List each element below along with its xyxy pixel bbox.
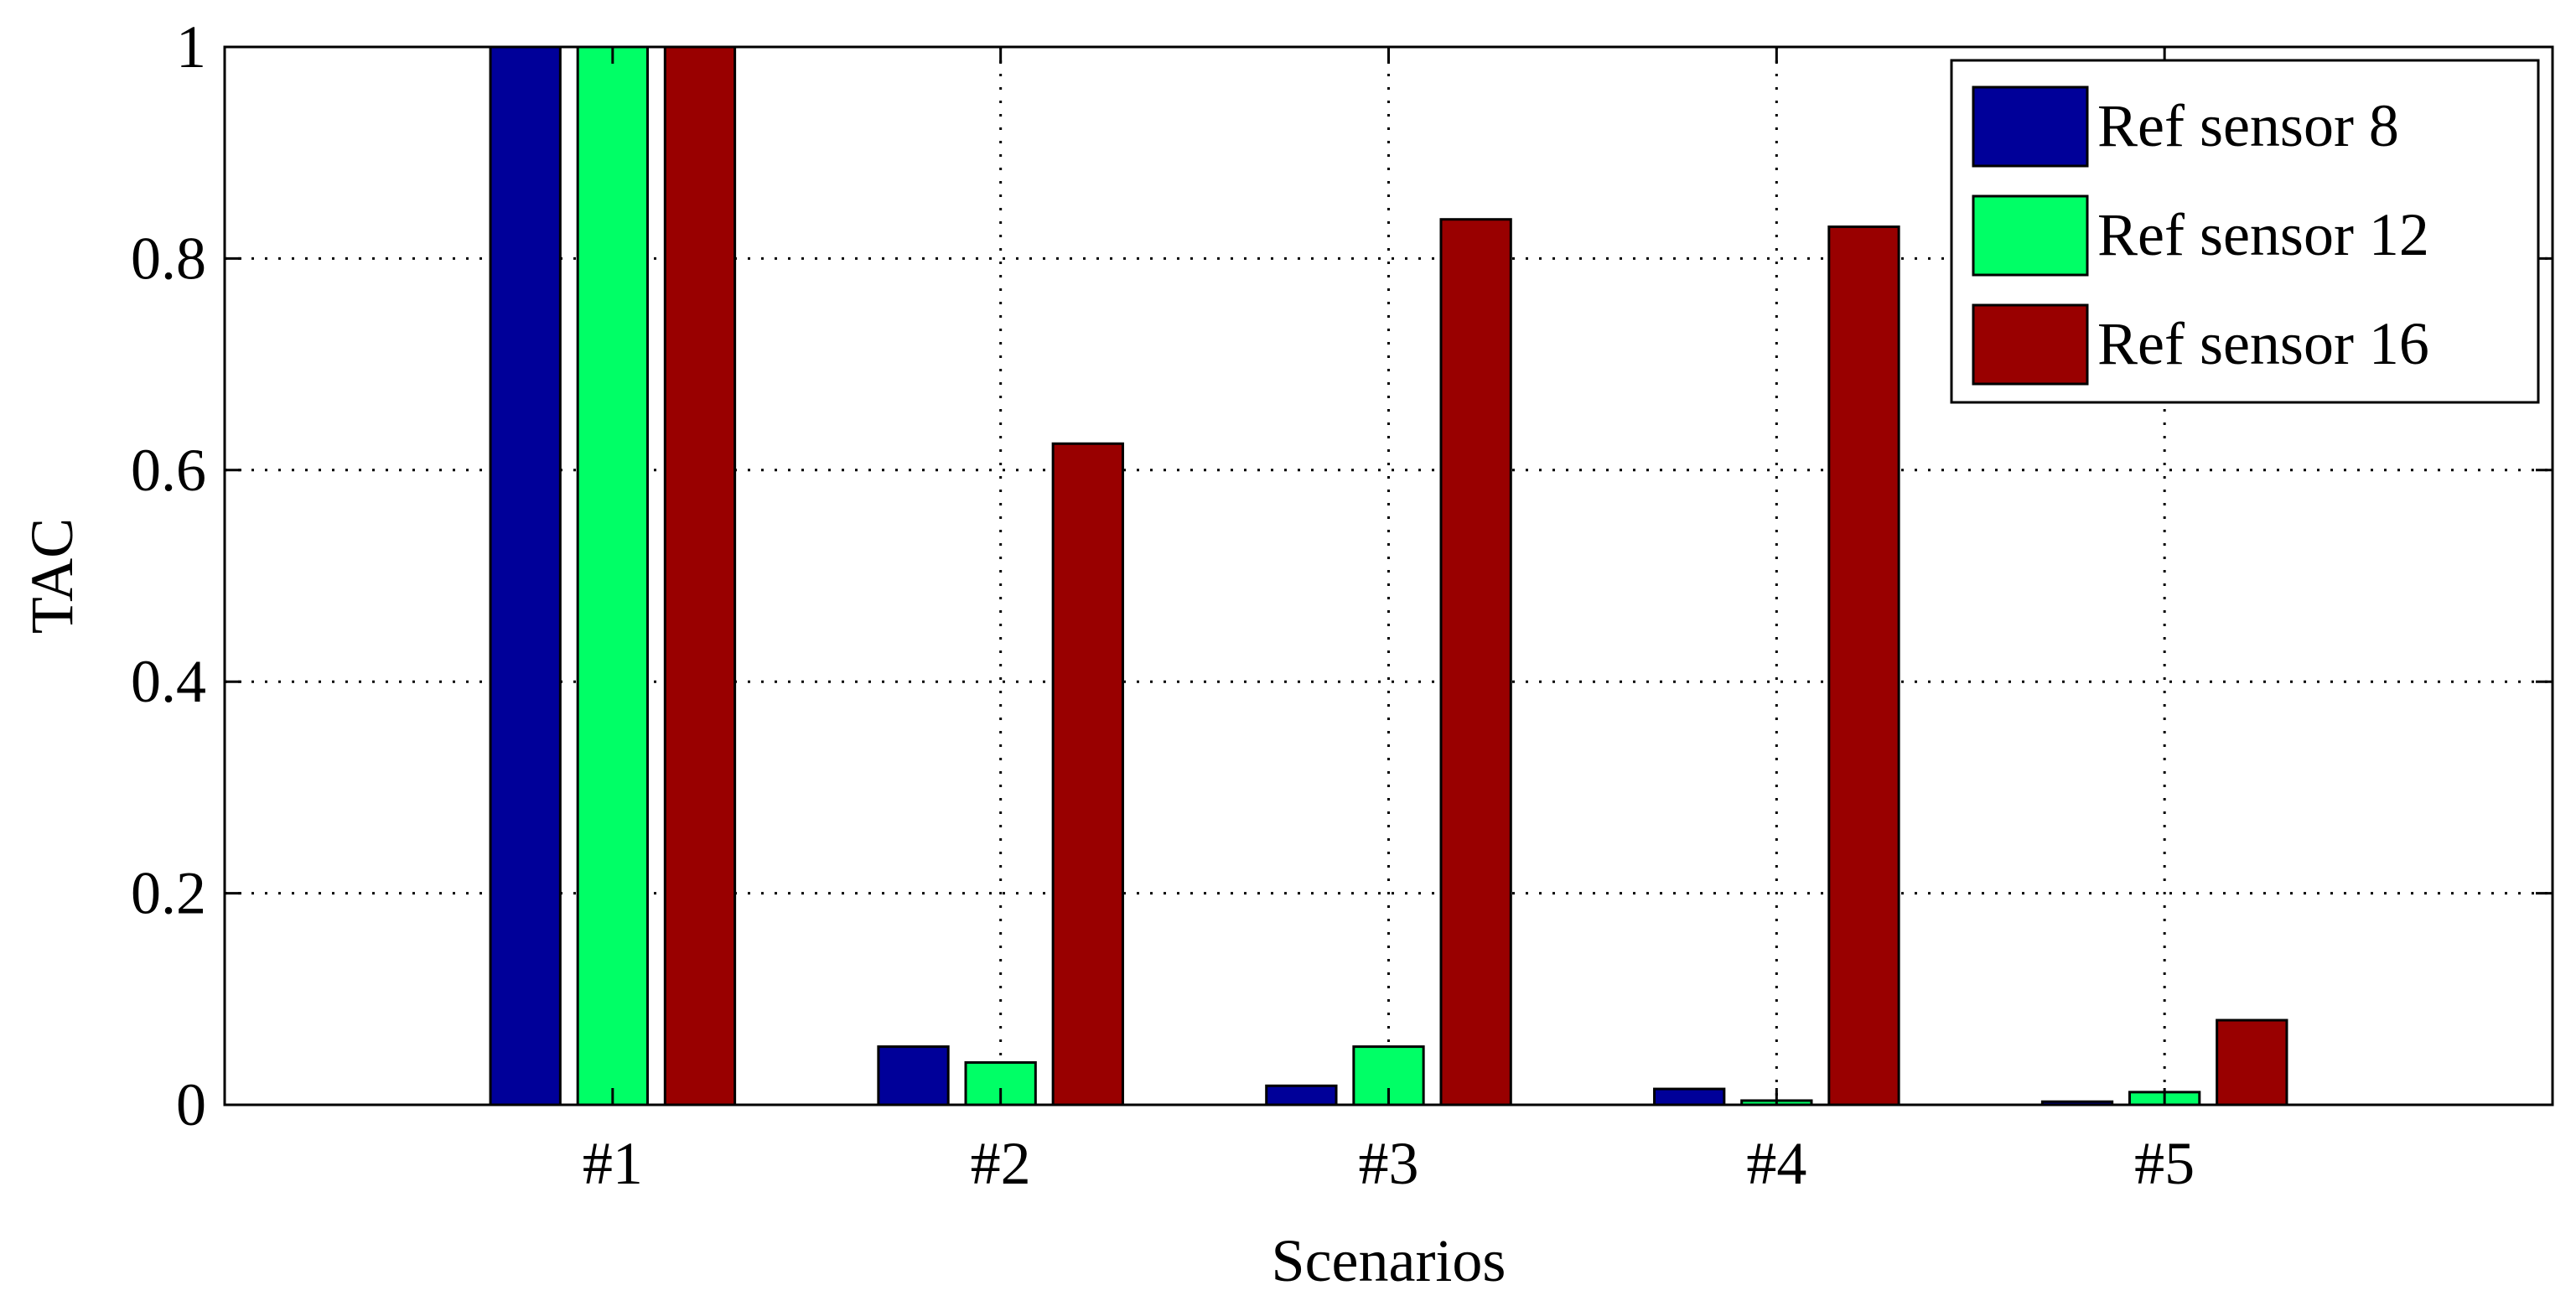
legend-label: Ref sensor 16	[2097, 310, 2429, 377]
axis-ticks: 0 0.2 0.4 0.6 0.8 1 #1 #2 #3 #4 #5	[131, 13, 2553, 1197]
x-axis-label: Scenarios	[1272, 1227, 1506, 1294]
y-tick-label: 0.2	[131, 860, 206, 927]
x-tick-label: #2	[971, 1130, 1031, 1197]
bar	[1439, 218, 1512, 1106]
y-tick-label: 0.8	[131, 225, 206, 292]
legend-label: Ref sensor 8	[2097, 92, 2399, 159]
legend: Ref sensor 8 Ref sensor 12 Ref sensor 16	[1950, 59, 2540, 404]
y-tick-label: 0.6	[131, 437, 206, 504]
bar	[663, 45, 737, 1106]
legend-swatch	[1972, 194, 2089, 277]
legend-swatch	[1972, 303, 2089, 386]
legend-swatch	[1972, 86, 2089, 168]
x-tick-label: #1	[583, 1130, 643, 1197]
bar	[1827, 225, 1900, 1106]
y-axis-label: TAC	[18, 518, 86, 634]
x-tick-label: #4	[1746, 1130, 1806, 1197]
x-tick-label: #5	[2134, 1130, 2195, 1197]
bar	[877, 1045, 950, 1106]
bar	[1265, 1084, 1338, 1106]
bar	[2216, 1018, 2288, 1106]
bar	[576, 45, 649, 1106]
bar	[1051, 442, 1124, 1106]
legend-items: Ref sensor 8 Ref sensor 12 Ref sensor 16	[1972, 86, 2429, 386]
bars	[489, 45, 2288, 1106]
y-tick-label: 1	[176, 13, 206, 80]
legend-label: Ref sensor 12	[2097, 201, 2429, 268]
bar	[489, 45, 562, 1106]
y-tick-label: 0	[176, 1071, 206, 1138]
x-tick-label: #3	[1359, 1130, 1419, 1197]
y-tick-label: 0.4	[131, 648, 206, 715]
bar	[1653, 1087, 1726, 1106]
